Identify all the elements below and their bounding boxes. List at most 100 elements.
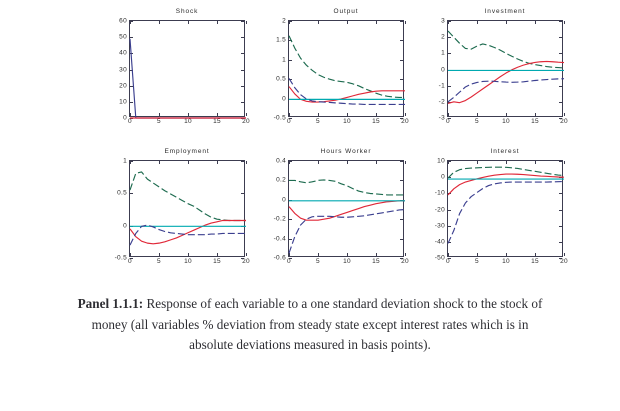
panel-shock: Shock 0 10 20 30 40 50 60 0 5 10 15 20 (103, 8, 253, 131)
ytick-mark (130, 69, 133, 71)
ytick-mark (559, 53, 562, 55)
ytick-mark (448, 85, 451, 87)
xtick-mark (506, 21, 507, 24)
ytick-label: 50 (119, 33, 127, 41)
ytick-label: 1.5 (276, 36, 286, 44)
xtick-label: 20 (560, 118, 568, 125)
panel-employment: Employment -0.5 0 0.5 1 0 5 10 15 20 (103, 148, 253, 271)
ytick-mark (289, 21, 292, 22)
curves-output (288, 35, 405, 105)
xtick-mark (217, 113, 218, 116)
ytick-label: 40 (119, 49, 127, 57)
ytick-label: 0 (123, 222, 127, 230)
ytick-label: 1 (441, 49, 445, 57)
figure-panel-grid: Shock 0 10 20 30 40 50 60 0 5 10 15 20 Output -0.5 0 0.5… (103, 8, 571, 271)
ytick-mark (448, 101, 451, 103)
figure-caption: Panel 1.1.1: Response of each variable t… (74, 294, 546, 356)
curves-shock (129, 38, 246, 119)
xtick-label: 5 (475, 258, 479, 265)
ytick-mark (400, 40, 403, 42)
ytick-mark (241, 69, 244, 71)
xtick-label: 20 (401, 118, 409, 125)
series-navy-dashed (129, 38, 246, 119)
ytick-label: -0.5 (114, 254, 127, 262)
xtick-mark (405, 113, 406, 116)
ytick-mark (559, 241, 562, 243)
xtick-label: 5 (157, 258, 161, 265)
ytick-mark (448, 177, 451, 179)
xtick-label: 10 (184, 118, 192, 125)
panel-title-interest: Interest (490, 148, 520, 155)
ytick-mark (130, 101, 133, 103)
ytick-mark (289, 59, 292, 61)
ytick-mark (241, 21, 244, 22)
xtick-mark (217, 161, 218, 164)
ytick-mark (559, 258, 562, 259)
ytick-mark (559, 177, 562, 179)
xtick-mark (289, 161, 290, 164)
xtick-label: 0 (446, 258, 450, 265)
xtick-label: 10 (502, 258, 510, 265)
xtick-mark (188, 21, 189, 24)
xtick-mark (376, 113, 377, 116)
ytick-mark (400, 238, 403, 240)
xtick-mark (376, 253, 377, 256)
xtick-mark (159, 161, 160, 164)
plot-area-shock: 0 10 20 30 40 50 60 0 5 10 15 20 (119, 18, 249, 126)
ytick-mark (559, 209, 562, 211)
plot-area-output: -0.5 0 0.5 1 1.5 2 0 5 10 15 20 (274, 18, 409, 126)
xtick-mark (347, 21, 348, 24)
series-green-dashed (447, 166, 565, 179)
ytick-mark (130, 258, 133, 259)
ytick-mark (400, 161, 403, 162)
ytick-mark (241, 193, 244, 195)
ytick-mark (400, 180, 403, 182)
xtick-mark (405, 253, 406, 256)
ytick-mark (289, 161, 292, 162)
ytick-label: 1 (123, 157, 127, 165)
xtick-mark (318, 161, 319, 164)
xtick-mark (448, 21, 449, 24)
ytick-mark (130, 21, 133, 22)
ytick-label: 3 (441, 17, 445, 25)
panel-investment: Investment -3 -2 -1 0 1 2 3 0 5 10 15 20 (421, 8, 571, 131)
ytick-mark (289, 238, 292, 240)
panel-hours-worker: Hours Worker -0.6 -0.4 -0.2 0 0.2 0.4 0 5 10 15 20 (262, 148, 412, 271)
ytick-mark (289, 40, 292, 42)
ytick-label: -0.2 (273, 215, 286, 223)
panel-title-investment: Investment (484, 8, 526, 15)
ytick-mark (559, 161, 562, 162)
xtick-mark (289, 253, 290, 256)
plot-area-interest: -50 -40 -30 -20 -10 0 10 0 5 10 15 20 (435, 158, 568, 266)
xtick-mark (448, 113, 449, 116)
xtick-mark (506, 113, 507, 116)
ytick-mark (289, 258, 292, 259)
xtick-label: 20 (401, 258, 409, 265)
xtick-mark (289, 113, 290, 116)
xtick-mark (564, 161, 565, 164)
xtick-label: 20 (242, 258, 250, 265)
xtick-mark (477, 161, 478, 164)
xtick-label: 20 (242, 118, 250, 125)
xtick-mark (217, 253, 218, 256)
xtick-mark (130, 113, 131, 116)
ytick-mark (400, 79, 403, 81)
ytick-mark (241, 161, 244, 162)
ytick-mark (130, 193, 133, 195)
ytick-mark (400, 118, 403, 119)
ytick-label: 2 (282, 17, 286, 25)
xtick-mark (188, 113, 189, 116)
ytick-label: 0.5 (117, 189, 127, 197)
series-green-dashed (289, 179, 405, 196)
xtick-label: 0 (287, 258, 291, 265)
ytick-mark (289, 118, 292, 119)
xtick-label: 10 (502, 118, 510, 125)
curves-interest (447, 166, 565, 244)
ytick-label: 0 (282, 95, 286, 103)
ytick-mark (400, 219, 403, 221)
xtick-mark (188, 253, 189, 256)
xtick-mark (376, 161, 377, 164)
xtick-mark (477, 21, 478, 24)
ytick-mark (241, 85, 244, 87)
ytick-label: 0 (441, 66, 445, 73)
